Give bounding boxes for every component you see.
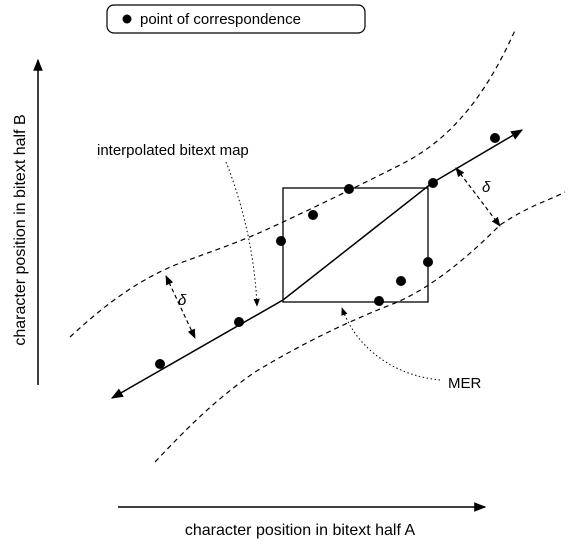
delta-arrow [165, 275, 196, 339]
y-axis-label: character position in bitext half B [12, 114, 29, 345]
point [396, 276, 406, 286]
x-axis-label: character position in bitext half A [185, 522, 416, 539]
mer-pointer [341, 307, 441, 381]
point [374, 296, 384, 306]
legend-box [106, 4, 366, 34]
legend: point of correspondence [106, 4, 366, 34]
upper-bound [69, 27, 517, 338]
map-label: interpolated bitext map [97, 142, 249, 159]
point [308, 210, 318, 220]
mer-rectangle [282, 187, 429, 303]
delta-label: δ [482, 179, 491, 196]
delta-arrow [455, 167, 501, 227]
point [490, 133, 500, 143]
delta-label: δ [178, 292, 187, 309]
point [234, 317, 244, 327]
points [155, 133, 500, 369]
point [155, 359, 165, 369]
bitext-map [110, 129, 524, 399]
point [344, 184, 354, 194]
mer-label: MER [448, 375, 482, 392]
legend-label: point of correspondence [140, 11, 301, 28]
point [428, 178, 438, 188]
legend-dot [122, 14, 132, 24]
lower-bound [154, 191, 566, 463]
point [423, 257, 433, 267]
point [276, 236, 286, 246]
map-pointer [225, 161, 260, 307]
